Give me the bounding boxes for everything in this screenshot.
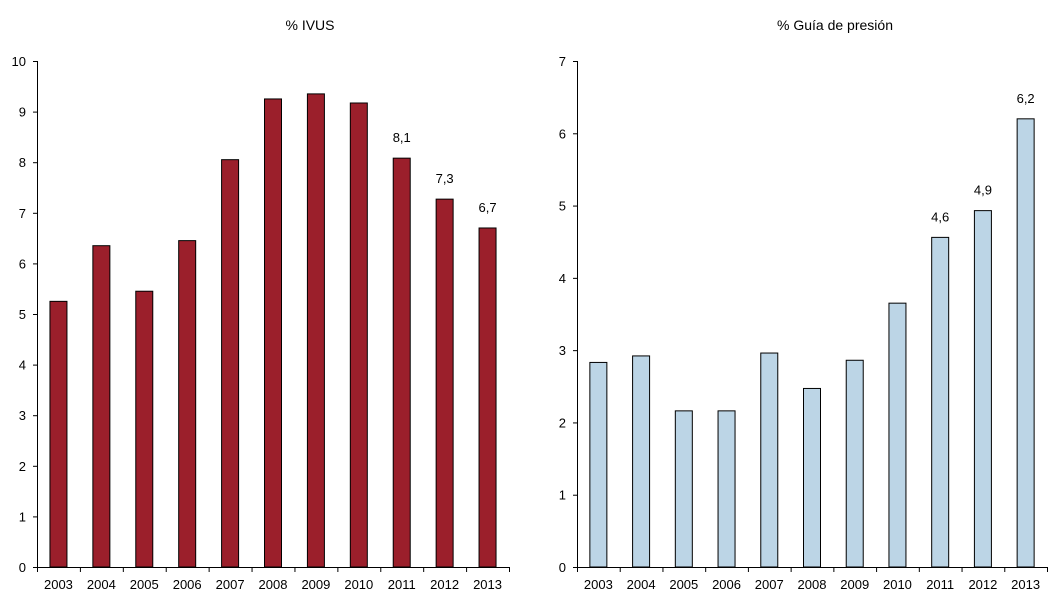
x-tick-label: 2010 [883,577,912,592]
bar [221,159,240,568]
data-label: 6,7 [479,200,497,215]
y-tick-label: 7 [559,54,566,69]
x-tick-label: 2005 [130,577,159,592]
bar [392,157,411,568]
x-tick-label: 2004 [627,577,656,592]
bar [845,359,864,568]
x-tick-label: 2003 [584,577,613,592]
bar [760,352,779,568]
bar [931,236,950,568]
x-tick-label: 2005 [669,577,698,592]
bar [632,355,651,568]
chart-title: % IVUS [285,17,334,33]
y-tick-label: 6 [559,126,566,141]
x-tick-label: 2010 [344,577,373,592]
x-tick-label: 2012 [430,577,459,592]
bar [973,210,992,568]
bar [1016,118,1035,568]
bar [478,227,497,568]
x-tick-label: 2011 [388,577,416,592]
data-label: 7,3 [436,171,454,186]
x-tick-label: 2007 [216,577,245,592]
bar [435,198,454,568]
y-tick-label: 2 [19,459,26,474]
x-tick-label: 2013 [1011,577,1040,592]
y-tick-label: 3 [19,408,26,423]
x-tick-label: 2003 [44,577,73,592]
y-tick-label: 0 [559,560,566,575]
y-tick-label: 5 [19,307,26,322]
y-tick-label: 8 [19,155,26,170]
bar [674,410,693,568]
bar [803,387,821,568]
y-tick-label: 10 [12,54,26,69]
data-label: 4,9 [974,183,992,198]
y-tick-label: 1 [559,488,566,503]
y-tick-label: 6 [19,256,26,271]
pressure-guide-chart: % Guía de presión 0 1 2 3 4 5 6 7 2003 2004 2005 20… [559,17,1048,592]
data-label: 4,6 [931,209,949,224]
y-tick-label: 1 [19,509,26,524]
x-tick-label: 2006 [173,577,202,592]
x-tick-label: 2011 [926,577,954,592]
y-tick-label: 7 [19,206,26,221]
x-tick-label: 2004 [87,577,116,592]
x-tick-label: 2013 [473,577,502,592]
x-tick-label: 2006 [712,577,741,592]
bar [135,290,154,568]
x-tick-label: 2008 [259,577,288,592]
x-tick-label: 2008 [798,577,827,592]
x-tick-label: 2007 [755,577,784,592]
x-tick-label: 2009 [301,577,330,592]
ivus-chart: % IVUS 0 1 2 3 4 5 6 7 8 9 10 2003 2004 2005 2006 2007 2… [12,17,510,592]
bar [717,410,736,568]
data-label: 8,1 [393,130,411,145]
bar [589,361,608,568]
bar [264,98,282,568]
y-tick-label: 3 [559,343,566,358]
x-tick-label: 2009 [840,577,869,592]
y-tick-label: 0 [19,560,26,575]
y-tick-label: 9 [19,105,26,120]
y-tick-label: 5 [559,199,566,214]
y-tick-label: 4 [19,358,26,373]
data-label: 6,2 [1017,91,1035,106]
bar [49,300,68,568]
chart-title: % Guía de presión [777,17,893,33]
bar [306,93,325,568]
bar [178,240,197,568]
y-tick-label: 4 [559,271,566,286]
y-tick-label: 2 [559,415,566,430]
x-tick-label: 2012 [968,577,997,592]
bar [92,245,111,568]
bar [888,302,907,568]
bar [349,102,368,568]
